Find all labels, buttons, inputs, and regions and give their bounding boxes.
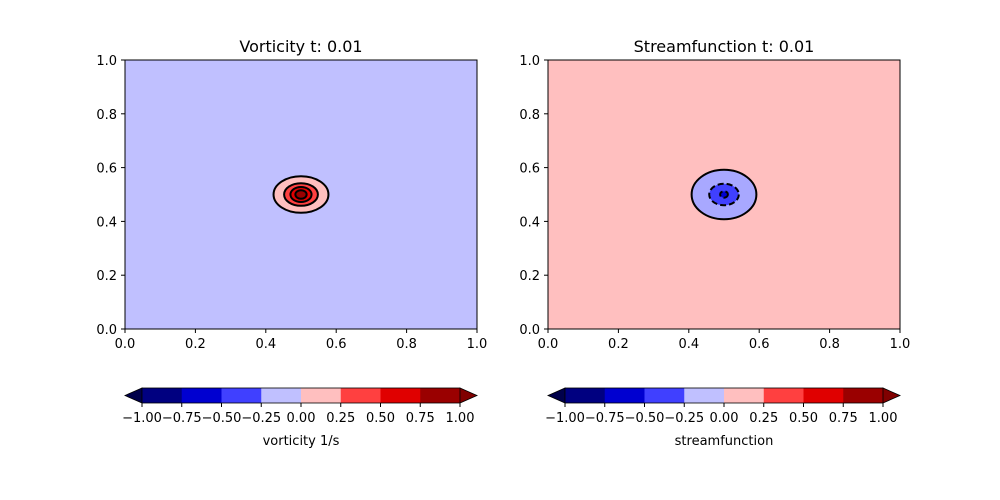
vorticity-colorbar-segment [380, 388, 421, 403]
vorticity-colorbar-segment [221, 388, 262, 403]
vorticity-colorbar-segment [142, 388, 183, 403]
streamfunction-colorbar-tick-label: 0.75 [829, 411, 858, 426]
vorticity-ytick-label: 0.8 [96, 108, 117, 123]
vorticity-colorbar-tick-label: 0.50 [366, 411, 395, 426]
streamfunction-xtick-label: 0.0 [538, 337, 559, 352]
streamfunction-ytick-label: 0.2 [519, 269, 540, 284]
vorticity-colorbar-segment [181, 388, 222, 403]
vorticity-colorbar-tick-label: 1.00 [446, 411, 475, 426]
streamfunction-ytick-label: 0.8 [519, 108, 540, 123]
vorticity-colorbar-tick-label: 0.25 [326, 411, 355, 426]
vorticity-contour-3 [294, 189, 308, 200]
vorticity-ytick-label: 0.0 [96, 323, 117, 338]
streamfunction-xtick-label: 1.0 [890, 337, 911, 352]
streamfunction-colorbar-segment [684, 388, 725, 403]
vorticity-colorbar-label: vorticity 1/s [263, 434, 340, 449]
vorticity-ytick-label: 0.2 [96, 269, 117, 284]
streamfunction-ytick-label: 1.0 [519, 54, 540, 69]
vorticity-panel: Vorticity t: 0.01 vorticity 1/s 0.0 0.2 0.… [96, 37, 487, 449]
vorticity-colorbar-tick-label: −1.00 [122, 411, 162, 426]
streamfunction-colorbar-segment [803, 388, 844, 403]
vorticity-colorbar-tick-label: −0.25 [241, 411, 281, 426]
streamfunction-colorbar-segment [565, 388, 606, 403]
streamfunction-xtick-label: 0.8 [819, 337, 840, 352]
streamfunction-colorbar-segment [644, 388, 685, 403]
vorticity-colorbar-tick-label: 0.75 [406, 411, 435, 426]
streamfunction-colorbar-tick-label: −0.25 [664, 411, 704, 426]
vorticity-title: Vorticity t: 0.01 [239, 37, 362, 56]
streamfunction-colorbar-tick-label: 0.50 [789, 411, 818, 426]
vorticity-ytick-label: 0.6 [96, 162, 117, 177]
vorticity-xtick-label: 0.4 [255, 337, 276, 352]
streamfunction-colorbar-segment [724, 388, 765, 403]
streamfunction-contour-2 [719, 190, 729, 199]
vorticity-xtick-label: 1.0 [467, 337, 488, 352]
vorticity-xtick-label: 0.6 [326, 337, 347, 352]
vorticity-xtick-label: 0.0 [115, 337, 136, 352]
streamfunction-colorbar-tick-label: 1.00 [869, 411, 898, 426]
streamfunction-colorbar-label: streamfunction [675, 434, 774, 449]
streamfunction-xtick-label: 0.6 [749, 337, 770, 352]
vorticity-colorbar-segment [420, 388, 461, 403]
streamfunction-colorbar-segment [843, 388, 884, 403]
streamfunction-axes-frame [547, 59, 901, 330]
streamfunction-colorbar-tick-label: 0.25 [749, 411, 778, 426]
vorticity-colorbar-segment [261, 388, 302, 403]
streamfunction-colorbar-segment [763, 388, 804, 403]
vorticity-colorbar-under-extension [124, 387, 143, 404]
vorticity-ytick-label: 0.4 [96, 215, 117, 230]
streamfunction-title: Streamfunction t: 0.01 [634, 37, 815, 56]
streamfunction-panel: Streamfunction t: 0.01 streamfunction 0.… [519, 37, 910, 449]
streamfunction-xtick-label: 0.4 [678, 337, 699, 352]
vorticity-colorbar-tick-label: −0.50 [202, 411, 242, 426]
vorticity-xtick-label: 0.8 [396, 337, 417, 352]
vorticity-colorbar-segment [340, 388, 381, 403]
streamfunction-xtick-label: 0.2 [608, 337, 629, 352]
vorticity-colorbar-tick-label: 0.00 [287, 411, 316, 426]
streamfunction-colorbar-tick-label: −0.75 [585, 411, 625, 426]
streamfunction-colorbar-tick-label: −1.00 [545, 411, 585, 426]
vorticity-colorbar-tick-label: −0.75 [162, 411, 202, 426]
streamfunction-colorbar-tick-label: 0.00 [710, 411, 739, 426]
streamfunction-colorbar-tick-label: −0.50 [625, 411, 665, 426]
vorticity-axes-frame [124, 59, 478, 330]
streamfunction-colorbar-segment [604, 388, 645, 403]
vorticity-colorbar-over-extension [459, 387, 478, 404]
streamfunction-colorbar-over-extension [882, 387, 901, 404]
vorticity-xtick-label: 0.2 [185, 337, 206, 352]
vorticity-ytick-label: 1.0 [96, 54, 117, 69]
vorticity-colorbar-segment [301, 388, 342, 403]
streamfunction-colorbar-under-extension [547, 387, 566, 404]
streamfunction-ytick-label: 0.0 [519, 323, 540, 338]
streamfunction-ytick-label: 0.4 [519, 215, 540, 230]
streamfunction-ytick-label: 0.6 [519, 162, 540, 177]
